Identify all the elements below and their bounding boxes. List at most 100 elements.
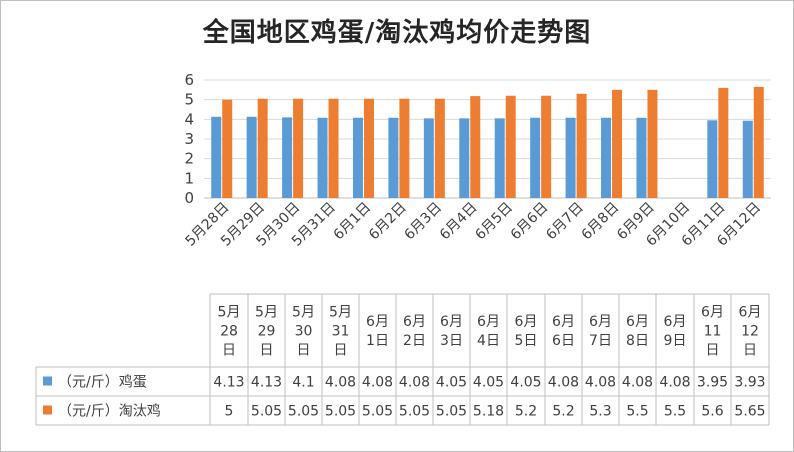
y-tick-label: 6 [184,71,194,89]
table-value-cell: 5.05 [325,404,356,420]
table-header-cell: 6月 [477,314,500,330]
table-header-cell: 5日 [515,333,538,349]
table-header-cell: 5月 [329,305,352,321]
table-header-cell: 6月 [589,314,612,330]
table-header-cell: 6月 [403,314,426,330]
table-value-cell: 5.05 [288,404,319,420]
table-header-cell: 31 [332,324,350,340]
table-value-cell: 5.05 [251,404,282,420]
bar-culled-hen [576,93,587,198]
bar-egg [601,117,612,198]
table-header-cell: 5月 [255,305,278,321]
table-header-cell: 9日 [664,333,687,349]
table-value-cell: 4.08 [362,375,393,391]
table-header-cell: 8日 [626,333,649,349]
table-header-cell: 日 [260,343,274,359]
table-value-cell: 4.13 [251,375,282,391]
table-header-cell: 5月 [218,305,241,321]
bar-culled-hen [647,89,658,198]
table-header-cell: 6月 [366,314,389,330]
table-header-cell: 日 [334,343,348,359]
bar-egg [459,118,470,198]
table-header-cell: 6月 [552,314,575,330]
bar-egg [352,117,363,198]
x-tick-label: 6月4日 [437,200,481,244]
x-tick-label: 6月6日 [508,200,552,244]
y-tick-label: 0 [184,189,194,207]
chart-title: 全国地区鸡蛋/淘汰鸡均价走势图 [202,18,592,48]
table-value-cell: 4.05 [510,375,541,391]
legend-label: （元/斤）淘汰鸡 [58,403,161,420]
bar-culled-hen [399,98,410,198]
table-value-cell: 5.05 [399,404,430,420]
bar-culled-hen [328,98,339,198]
table-value-cell: 5.05 [362,404,393,420]
legend-label: （元/斤）鸡蛋 [58,374,147,391]
bar-egg [282,117,293,198]
bar-egg [423,118,434,198]
table-header-cell: 6月 [701,305,724,321]
bar-culled-hen [541,95,552,198]
bar-egg [530,117,541,198]
bar-culled-hen [293,98,304,198]
bar-egg [246,116,257,198]
table-value-cell: 4.05 [436,375,467,391]
bar-culled-hen [718,87,729,198]
y-tick-label: 4 [184,110,194,128]
legend-swatch [43,376,52,386]
table-header-cell: 4日 [477,333,500,349]
table-header-cell: 日 [743,343,757,359]
table-value-cell: 3.93 [734,375,765,391]
bar-culled-hen [470,96,481,198]
table-header-cell: 30 [295,324,313,340]
y-tick-label: 1 [184,169,194,187]
bar-egg [707,120,718,198]
table-header-cell: 28 [220,324,238,340]
bar-culled-hen [505,95,516,198]
table-header-cell: 6月 [664,314,687,330]
table-header-cell: 7日 [589,333,612,349]
bar-egg [317,117,328,198]
table-header-cell: 日 [706,343,720,359]
table-value-cell: 5.2 [552,404,574,420]
table-header-cell: 5月 [292,305,315,321]
x-tick-label: 6月3日 [401,200,445,244]
table-value-cell: 5.5 [664,404,686,420]
table-value-cell: 5.65 [734,404,765,420]
bar-culled-hen [753,86,764,198]
table-header-cell: 6月 [739,305,762,321]
bar-egg [636,117,647,198]
y-tick-label: 3 [184,130,194,148]
bar-egg [388,117,399,198]
bar-culled-hen [612,89,623,198]
table-header-cell: 2日 [403,333,426,349]
bar-culled-hen [222,99,233,198]
table-value-cell: 5.5 [626,404,648,420]
table-value-cell: 4.08 [548,375,579,391]
y-tick-label: 2 [184,150,194,168]
x-tick-label: 6月8日 [579,200,623,244]
table-value-cell: 4.08 [325,375,356,391]
table-header-cell: 日 [222,343,236,359]
table-value-cell: 4.08 [622,375,653,391]
table-header-cell: 1日 [366,333,389,349]
table-value-cell: 3.95 [697,375,728,391]
x-tick-label: 6月5日 [472,200,516,244]
table-header-cell: 12 [741,324,759,340]
bar-culled-hen [257,98,268,198]
table-value-cell: 5.18 [473,404,504,420]
legend-swatch [43,405,52,415]
table-value-cell: 5 [225,404,234,420]
bar-egg [494,118,505,198]
bar-culled-hen [363,98,374,198]
x-tick-label: 6月2日 [366,200,410,244]
table-header-cell: 29 [258,324,276,340]
table-value-cell: 5.6 [701,404,723,420]
table-header-cell: 3日 [440,333,463,349]
y-tick-label: 5 [184,91,194,109]
x-tick-label: 6月7日 [543,200,587,244]
table-header-cell: 日 [297,343,311,359]
bar-egg [742,120,753,198]
